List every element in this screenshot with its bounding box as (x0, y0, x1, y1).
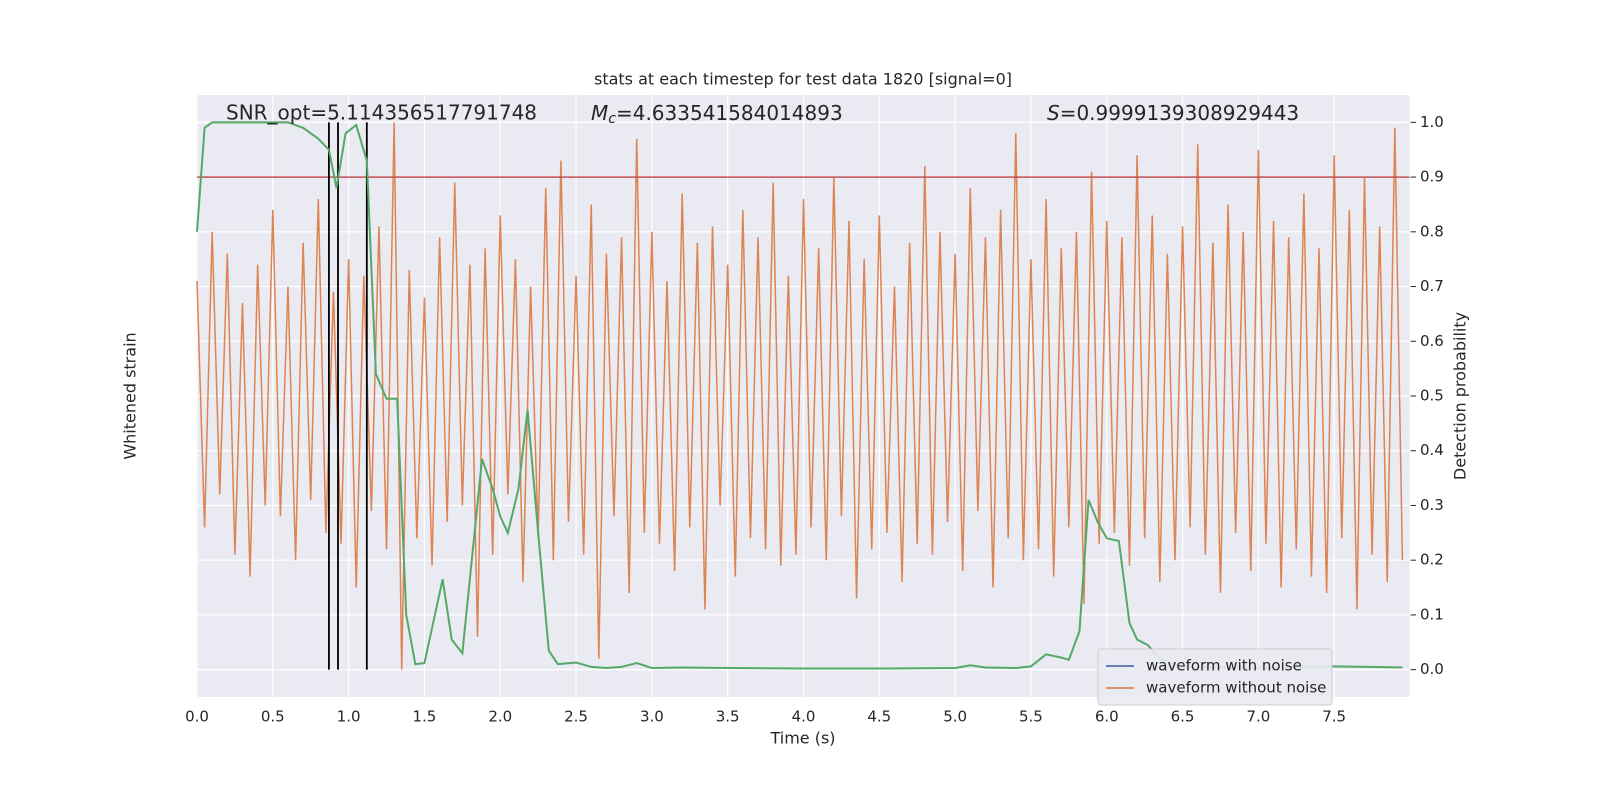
x-tick-label: 0.0 (185, 708, 209, 726)
x-tick-label: 6.0 (1095, 708, 1119, 726)
annotation-symbol: M (591, 101, 608, 125)
x-tick-label: 4.5 (867, 708, 891, 726)
x-tick-label: 6.5 (1171, 708, 1195, 726)
x-tick-label: 0.5 (261, 708, 285, 726)
x-tick-label: 7.0 (1246, 708, 1270, 726)
x-tick-label: 2.5 (564, 708, 588, 726)
x-tick-label: 2.0 (488, 708, 512, 726)
y2-tick-label: 0.1 (1420, 605, 1444, 623)
y2-tick-label: 0.2 (1420, 551, 1444, 569)
y2-tick-label: 0.6 (1420, 332, 1444, 350)
legend-box (1097, 648, 1333, 706)
legend-label: waveform without noise (1146, 679, 1326, 697)
y2-axis-label: Detection probability (1451, 312, 1470, 480)
y2-tick-label: 0.5 (1420, 387, 1444, 405)
x-tick-label: 1.5 (413, 708, 437, 726)
y2-tick-label: 0.0 (1420, 660, 1444, 678)
x-tick-label: 7.5 (1322, 708, 1346, 726)
annotation-text: =0.9999139308929443 (1060, 101, 1299, 125)
annotation-subscript: c (608, 111, 616, 127)
x-tick-label: 5.0 (943, 708, 967, 726)
y-axis-label: Whitened strain (121, 332, 140, 459)
chart-title: stats at each timestep for test data 182… (594, 70, 1012, 89)
y2-tick-label: 0.4 (1420, 441, 1444, 459)
y2-tick-label: 0.8 (1420, 222, 1444, 240)
x-tick-label: 1.0 (337, 708, 361, 726)
annotation: SNR_opt=5.114356517791748 (226, 101, 537, 125)
annotation-symbol: S (1047, 101, 1060, 125)
x-tick-label: 5.5 (1019, 708, 1043, 726)
series-line (196, 122, 1404, 670)
y2-tick-label: 0.3 (1420, 496, 1444, 514)
annotation: S=0.9999139308929443 (1047, 101, 1299, 125)
x-tick-label: 4.0 (792, 708, 816, 726)
x-tick-label: 3.5 (716, 708, 740, 726)
x-tick-label: 3.0 (640, 708, 664, 726)
y2-tick-label: 1.0 (1420, 113, 1444, 131)
y2-tick-label: 0.9 (1420, 168, 1444, 186)
series-line (196, 121, 1403, 670)
annotation-text: =4.633541584014893 (616, 101, 843, 125)
legend-label: waveform with noise (1146, 657, 1302, 675)
annotation: Mc=4.633541584014893 (591, 101, 843, 128)
x-axis-label: Time (s) (769, 729, 835, 748)
y2-tick-label: 0.7 (1420, 277, 1444, 295)
